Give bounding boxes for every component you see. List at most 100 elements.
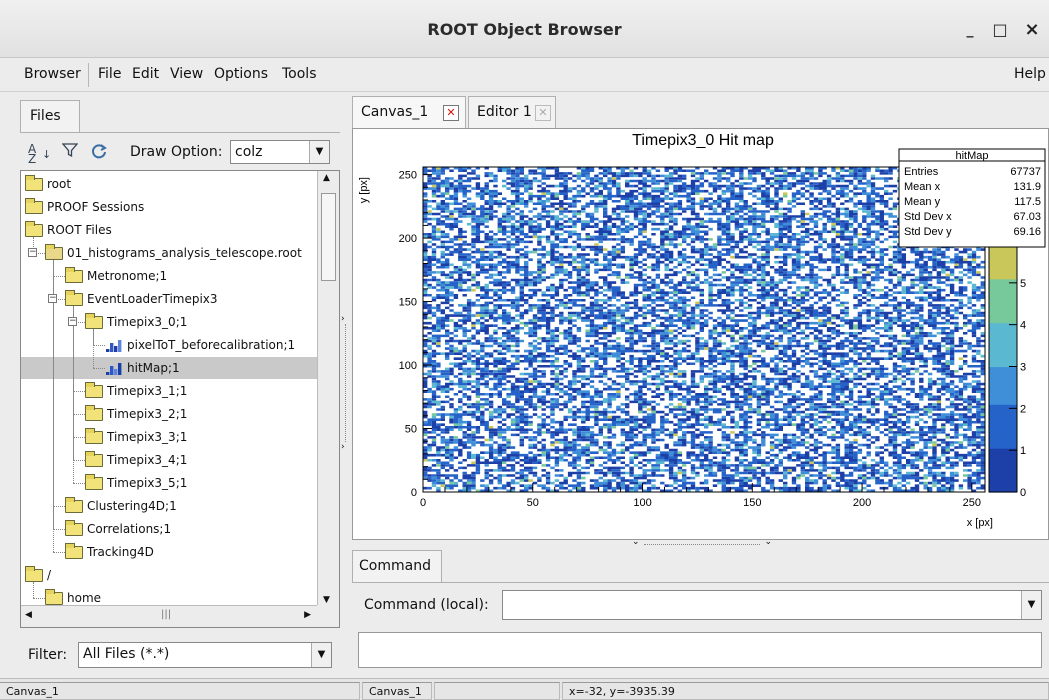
collapse-down-icon[interactable]: ⌄ xyxy=(764,537,772,547)
chevron-down-icon[interactable]: ▼ xyxy=(311,643,331,667)
color-scale-band xyxy=(989,322,1017,330)
stats-key: Std Dev x xyxy=(904,211,952,223)
tree-item[interactable]: Timepix3_0;1 xyxy=(21,311,317,333)
tree-item[interactable]: Correlations;1 xyxy=(21,518,317,540)
y-tick-label: 100 xyxy=(399,360,417,372)
tree-item-label: 01_histograms_analysis_telescope.root xyxy=(67,246,302,260)
draw-option-select[interactable]: colz ▼ xyxy=(230,140,330,164)
tree-item[interactable]: Timepix3_3;1 xyxy=(21,426,317,448)
collapse-node-icon[interactable]: − xyxy=(28,247,37,257)
scroll-down-icon[interactable]: ▼ xyxy=(323,595,330,605)
tree-item[interactable]: home xyxy=(21,587,317,609)
tree-item[interactable]: PROOF Sessions xyxy=(21,196,317,218)
stats-box[interactable]: hitMap Entries 67737 Mean x 131.9 Mean y 117.… xyxy=(898,148,1046,248)
tree-connector xyxy=(73,322,85,323)
tree-item[interactable]: root xyxy=(21,173,317,195)
tree-item[interactable]: hitMap;1 xyxy=(21,357,317,379)
scroll-up-icon[interactable]: ▲ xyxy=(323,173,330,183)
collapse-down-icon[interactable]: ⌄ xyxy=(632,537,640,547)
y-tick-label: 200 xyxy=(399,233,417,245)
folder-icon xyxy=(25,221,43,237)
chevron-down-icon[interactable]: ▼ xyxy=(1021,591,1041,619)
y-tick-label: 150 xyxy=(399,297,417,309)
tree-vertical-scrollbar[interactable]: ▲ ▼ xyxy=(317,171,339,607)
filter-icon[interactable] xyxy=(61,142,79,162)
scroll-left-icon[interactable]: ◀ xyxy=(25,610,32,620)
tree-item[interactable]: Timepix3_5;1 xyxy=(21,472,317,494)
command-input[interactable]: ▼ xyxy=(502,590,1042,620)
filter-select[interactable]: All Files (*.*) ▼ xyxy=(78,642,332,668)
menu-options[interactable]: Options xyxy=(214,66,269,82)
tree-connector xyxy=(33,598,45,599)
tree-item[interactable]: pixelToT_beforecalibration;1 xyxy=(21,334,317,356)
menu-file[interactable]: File xyxy=(98,66,122,82)
color-scale-band xyxy=(989,435,1017,443)
tree-horizontal-scrollbar[interactable]: ◀ ||| ▶ xyxy=(21,605,317,627)
tab-editor-1[interactable]: Editor 1 ✕ xyxy=(468,96,556,128)
tree-connector xyxy=(73,306,74,483)
collapse-node-icon[interactable]: − xyxy=(48,293,57,303)
stats-value: 117.5 xyxy=(1014,196,1041,208)
horizontal-splitter[interactable]: ⌄ ⌄ xyxy=(632,537,772,550)
tree-item[interactable]: / xyxy=(21,564,317,586)
tree-connector xyxy=(73,391,85,392)
tab-command[interactable]: Command xyxy=(352,550,442,582)
collapse-right-icon[interactable]: › xyxy=(341,442,345,452)
close-tab-icon[interactable]: ✕ xyxy=(535,105,551,121)
menu-browser[interactable]: Browser xyxy=(24,66,81,82)
z-tick-label: 5 xyxy=(1020,278,1026,290)
maximize-button[interactable]: □ xyxy=(992,20,1008,39)
tree-connector xyxy=(93,329,94,368)
color-scale-band xyxy=(989,347,1017,355)
color-scale-band xyxy=(989,379,1017,386)
folder-icon xyxy=(25,175,43,191)
tree-connector xyxy=(73,437,85,438)
tree-connector xyxy=(73,414,85,415)
scrollbar-thumb[interactable] xyxy=(321,193,336,281)
tree-item[interactable]: Timepix3_2;1 xyxy=(21,403,317,425)
tab-canvas-1[interactable]: Canvas_1 ✕ xyxy=(352,96,466,128)
scroll-right-icon[interactable]: ▶ xyxy=(304,610,311,620)
menu-tools[interactable]: Tools xyxy=(282,66,317,82)
close-button[interactable]: × xyxy=(1024,19,1040,40)
filter-label: Filter: xyxy=(28,647,68,663)
x-axis-label: x [px] xyxy=(967,517,993,529)
color-scale-band xyxy=(989,272,1017,280)
tree-connector xyxy=(73,483,85,484)
tree-item[interactable]: ROOT Files xyxy=(21,219,317,241)
tree-item[interactable]: EventLoaderTimepix3 xyxy=(21,288,317,310)
stats-value: 131.9 xyxy=(1013,181,1041,193)
menu-help[interactable]: Help xyxy=(1014,66,1046,82)
plot-frame xyxy=(422,166,986,493)
right-panel: Canvas_1 ✕ Editor 1 ✕ 0 50 100 150 200 250 0 50… xyxy=(352,92,1049,678)
stats-key: Mean x xyxy=(904,181,941,193)
tab-files[interactable]: Files xyxy=(20,100,80,132)
color-scale-band xyxy=(989,423,1017,430)
vertical-splitter[interactable]: › › xyxy=(340,92,352,678)
tree-item[interactable]: Timepix3_4;1 xyxy=(21,449,317,471)
collapse-node-icon[interactable]: − xyxy=(68,316,77,326)
tree-item[interactable]: Clustering4D;1 xyxy=(21,495,317,517)
color-scale-band xyxy=(989,460,1017,468)
menu-separator xyxy=(88,63,89,87)
root-canvas[interactable]: 0 50 100 150 200 250 0 50 100 150 200 250 0 1 2 3 4 5 Ti… xyxy=(352,128,1049,540)
chevron-down-icon[interactable]: ▼ xyxy=(309,141,329,163)
tree-item[interactable]: Timepix3_1;1 xyxy=(21,380,317,402)
collapse-right-icon[interactable]: › xyxy=(341,314,345,324)
close-tab-icon[interactable]: ✕ xyxy=(443,105,459,121)
x-tick-label: 0 xyxy=(420,497,426,509)
z-tick-label: 2 xyxy=(1020,403,1026,415)
hitmap-plot[interactable]: 0 50 100 150 200 250 0 50 100 150 200 250 0 1 2 3 4 5 Ti… xyxy=(353,129,1049,541)
tree-item[interactable]: 01_histograms_analysis_telescope.root xyxy=(21,242,317,264)
menu-edit[interactable]: Edit xyxy=(132,66,160,82)
stats-rows: Entries 67737 Mean x 131.9 Mean y 117.5 Std De… xyxy=(904,166,1041,238)
command-output[interactable] xyxy=(358,632,1042,668)
menu-view[interactable]: View xyxy=(170,66,204,82)
tree-item[interactable]: Tracking4D xyxy=(21,541,317,563)
folder-icon xyxy=(85,451,103,467)
refresh-icon[interactable] xyxy=(90,142,108,164)
minimize-button[interactable]: _ xyxy=(966,22,974,38)
tree-item[interactable]: Metronome;1 xyxy=(21,265,317,287)
